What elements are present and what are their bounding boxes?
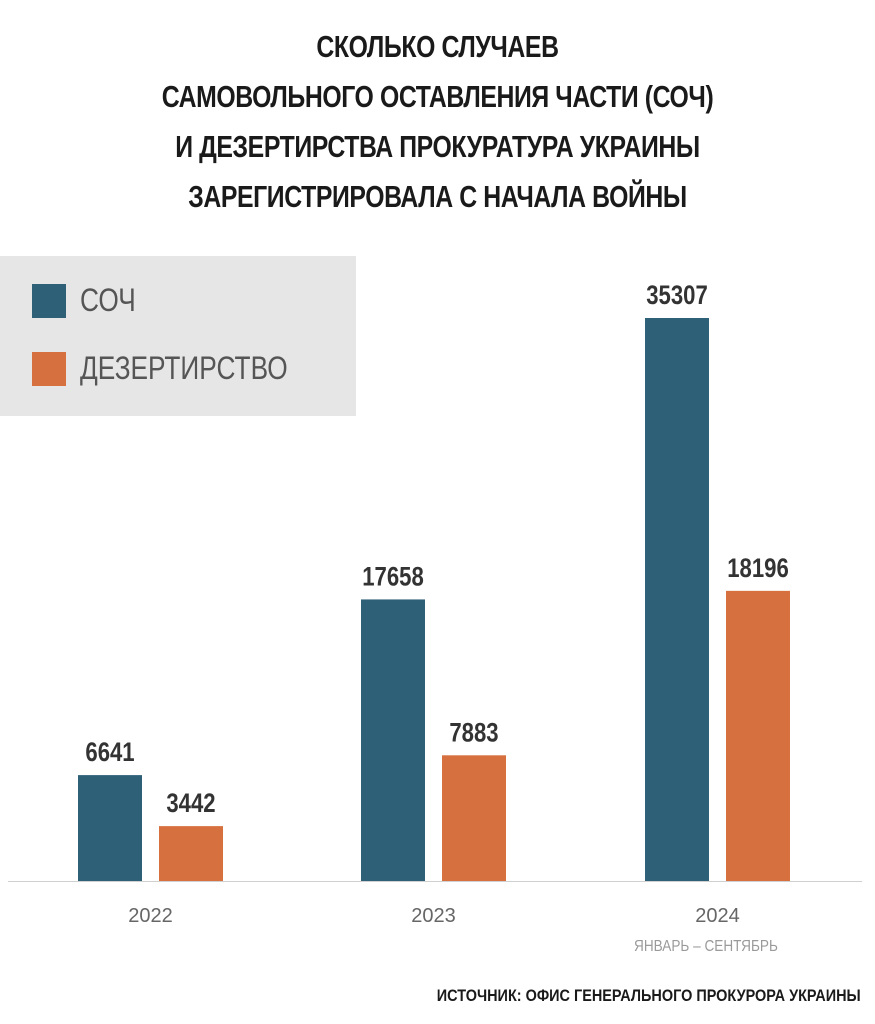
title-line: СКОЛЬКО СЛУЧАЕВ — [316, 29, 559, 64]
x-tick-label: 2023 — [411, 905, 456, 927]
bar — [361, 599, 425, 881]
chart-title: СКОЛЬКО СЛУЧАЕВ САМОВОЛЬНОГО ОСТАВЛЕНИЯ … — [0, 22, 875, 222]
period-note: ЯНВАРЬ – СЕНТЯБРЬ — [634, 938, 778, 955]
legend-swatch — [32, 351, 66, 386]
data-label: 3442 — [166, 789, 215, 819]
legend-label: СОЧ — [80, 282, 136, 318]
legend: СОЧ ДЕЗЕРТИРСТВО — [0, 256, 356, 416]
legend-item-soch: СОЧ — [32, 282, 148, 319]
title-line: И ДЕЗЕРТИРСТВА ПРОКУРАТУРА УКРАИНЫ — [175, 129, 700, 164]
bar — [726, 590, 790, 881]
legend-swatch — [32, 283, 66, 318]
data-label: 7883 — [449, 718, 498, 748]
x-tick-label: 2024 — [695, 905, 740, 927]
legend-label: ДЕЗЕРТИРСТВО — [80, 350, 288, 386]
data-label: 17658 — [362, 562, 424, 592]
bar — [159, 826, 223, 881]
data-label: 18196 — [727, 554, 789, 584]
data-label: 6641 — [85, 738, 134, 768]
title-line: ЗАРЕГИСТРИРОВАЛА С НАЧАЛА ВОЙНЫ — [188, 179, 687, 214]
bar — [78, 775, 142, 881]
title-line: САМОВОЛЬНОГО ОСТАВЛЕНИЯ ЧАСТИ (СОЧ) — [161, 79, 714, 114]
data-label: 35307 — [646, 281, 708, 311]
x-tick-label: 2022 — [128, 905, 173, 927]
source-note: ИСТОЧНИК: ОФИС ГЕНЕРАЛЬНОГО ПРОКУРОРА УК… — [437, 986, 861, 1005]
bar — [645, 318, 709, 881]
bar — [442, 755, 506, 881]
legend-item-desertion: ДЕЗЕРТИРСТВО — [32, 350, 333, 387]
